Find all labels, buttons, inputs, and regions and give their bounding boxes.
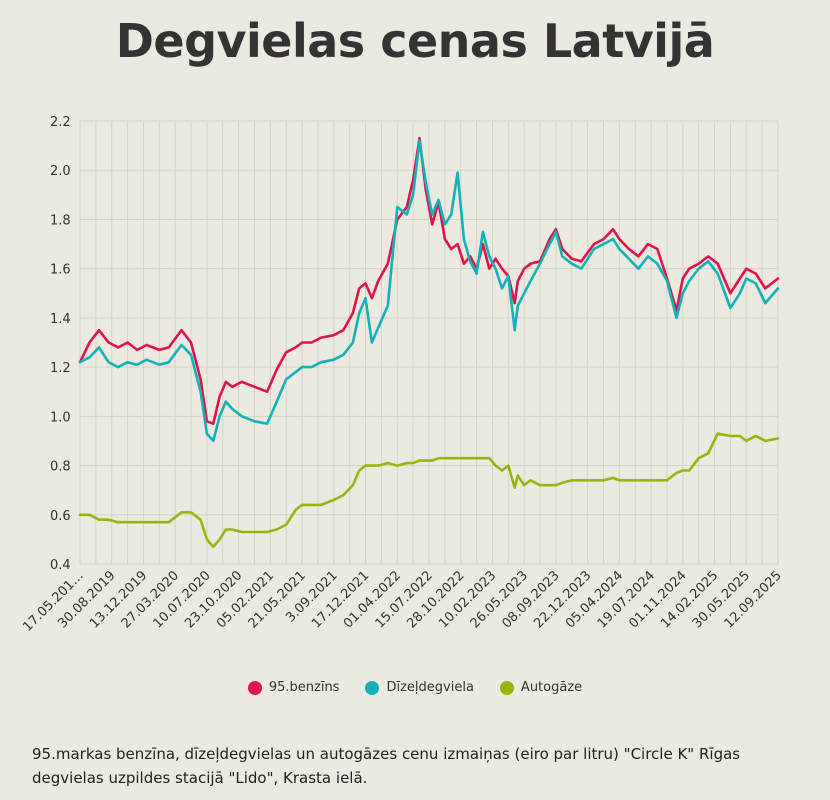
series-line-0 — [78, 136, 780, 425]
chart-grid — [79, 120, 779, 565]
y-tick-label: 1.0 — [50, 410, 71, 425]
legend-swatch-dizeldegviela — [365, 680, 380, 695]
legend-label-dizeldegviela: Dīzeļdegviela — [386, 680, 474, 695]
legend-label-benzins: 95.benzīns — [268, 680, 340, 695]
y-tick-label: 2.2 — [50, 115, 71, 130]
y-tick-label: 0.4 — [50, 558, 71, 573]
legend-item-dizeldegviela[interactable]: Dīzeļdegviela — [365, 680, 474, 695]
line-chart: 0.4 0.6 0.8 1.0 1.2 1.4 1.6 1.8 2.0 2.2 17.05.201… — [20, 115, 785, 635]
legend-label-autogaze: Autogāze — [520, 680, 583, 695]
chart-series — [78, 136, 780, 549]
y-axis-ticks: 0.4 0.6 0.8 1.0 1.2 1.4 1.6 1.8 2.0 2.2 — [50, 115, 71, 573]
chart-caption: 95.markas benzīna, dīzeļdegvielas un aut… — [32, 745, 741, 787]
series-line-1 — [78, 139, 780, 443]
legend-swatch-benzins — [247, 680, 262, 695]
y-tick-label: 2.0 — [50, 164, 71, 179]
y-tick-label: 1.4 — [50, 312, 71, 327]
y-tick-label: 0.8 — [50, 460, 71, 475]
x-axis-ticks: 17.05.201…30.08.201913.12.201927.03.2020… — [20, 568, 785, 635]
y-tick-label: 1.8 — [50, 213, 71, 228]
chart-title: Degvielas cenas Latvijā — [115, 14, 715, 68]
legend-item-autogaze[interactable]: Autogāze — [499, 680, 583, 695]
y-tick-label: 1.6 — [50, 263, 71, 278]
legend-swatch-autogaze — [499, 680, 514, 695]
series-line-2 — [78, 432, 780, 549]
y-tick-label: 0.6 — [50, 509, 71, 524]
y-tick-label: 1.2 — [50, 361, 71, 376]
legend-item-benzins[interactable]: 95.benzīns — [247, 680, 340, 695]
chart-legend: 95.benzīns Dīzeļdegviela Autogāze — [0, 680, 830, 695]
